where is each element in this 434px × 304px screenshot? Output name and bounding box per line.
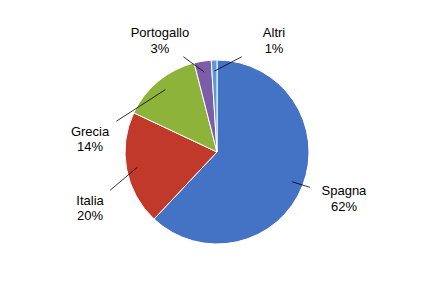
svg-text:Grecia14%: Grecia14%	[71, 124, 110, 155]
svg-text:Spagna62%: Spagna62%	[322, 183, 368, 214]
svg-text:Portogallo3%: Portogallo3%	[131, 25, 190, 56]
svg-text:Altri1%: Altri1%	[263, 25, 286, 56]
svg-text:Italia20%: Italia20%	[76, 193, 104, 224]
